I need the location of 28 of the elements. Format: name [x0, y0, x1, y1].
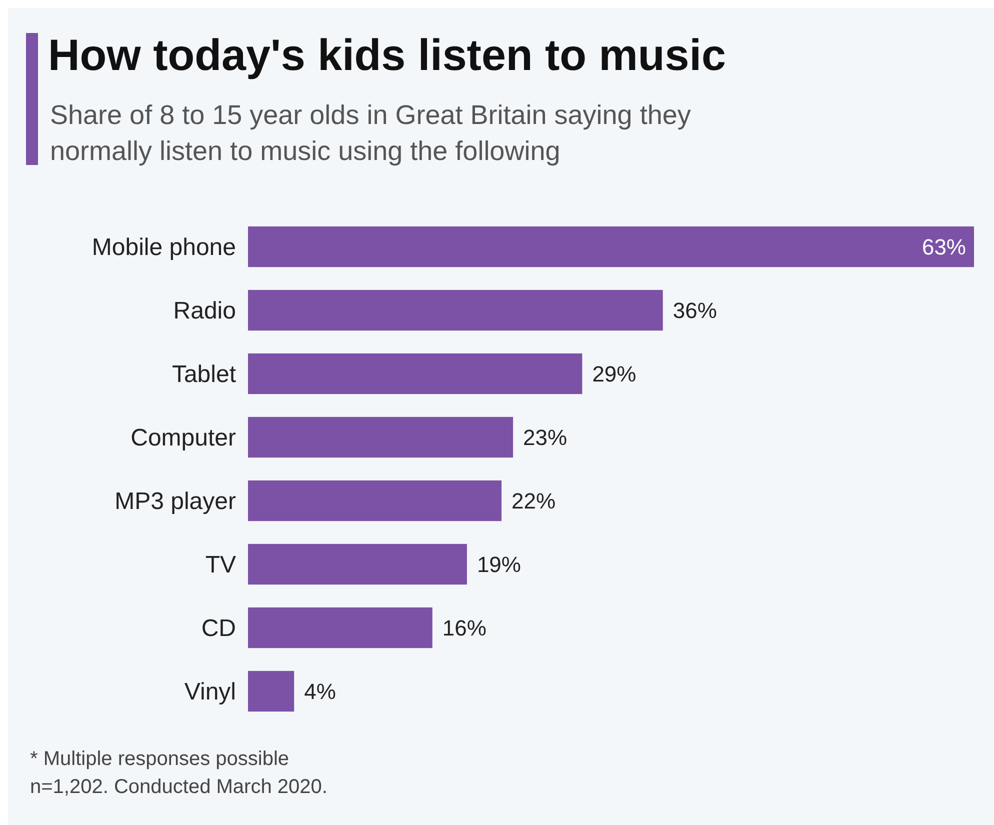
y-tick-label: Mobile phone: [92, 234, 236, 262]
text: * Multiple responses possible: [30, 748, 290, 770]
chart-subtitle: Share of 8 to 15 year olds in Great Britain saying they normally listen to music using the following: [50, 100, 692, 166]
data-label: 29%: [592, 361, 636, 386]
bar: [248, 353, 582, 394]
data-label: 23%: [523, 424, 568, 450]
data-label: 16%: [442, 615, 486, 640]
y-tick-label: CD: [201, 615, 236, 642]
y-tick-label: Tablet: [172, 361, 236, 388]
data-label: 19%: [476, 552, 521, 577]
bar: [248, 480, 502, 522]
y-tick-label: MP3 player: [114, 488, 236, 516]
data-label: 22%: [512, 488, 556, 514]
bar: [248, 416, 514, 458]
text: n=1,202. Conducted March 2020.: [30, 776, 328, 798]
y-tick-label: TV: [205, 552, 236, 579]
bar: [248, 670, 294, 712]
y-tick-label: Computer: [130, 424, 236, 452]
y-tick-label: Radio: [173, 298, 236, 325]
data-label: 36%: [672, 298, 717, 323]
bar: [248, 544, 467, 585]
bar: [248, 226, 974, 268]
data-label: 4%: [304, 678, 336, 704]
y-tick-label: Vinyl: [184, 678, 236, 706]
data-label: 63%: [922, 234, 966, 260]
chart-title: How today's kids listen to music: [48, 31, 726, 80]
bar: [248, 290, 663, 331]
bar: [248, 607, 432, 648]
